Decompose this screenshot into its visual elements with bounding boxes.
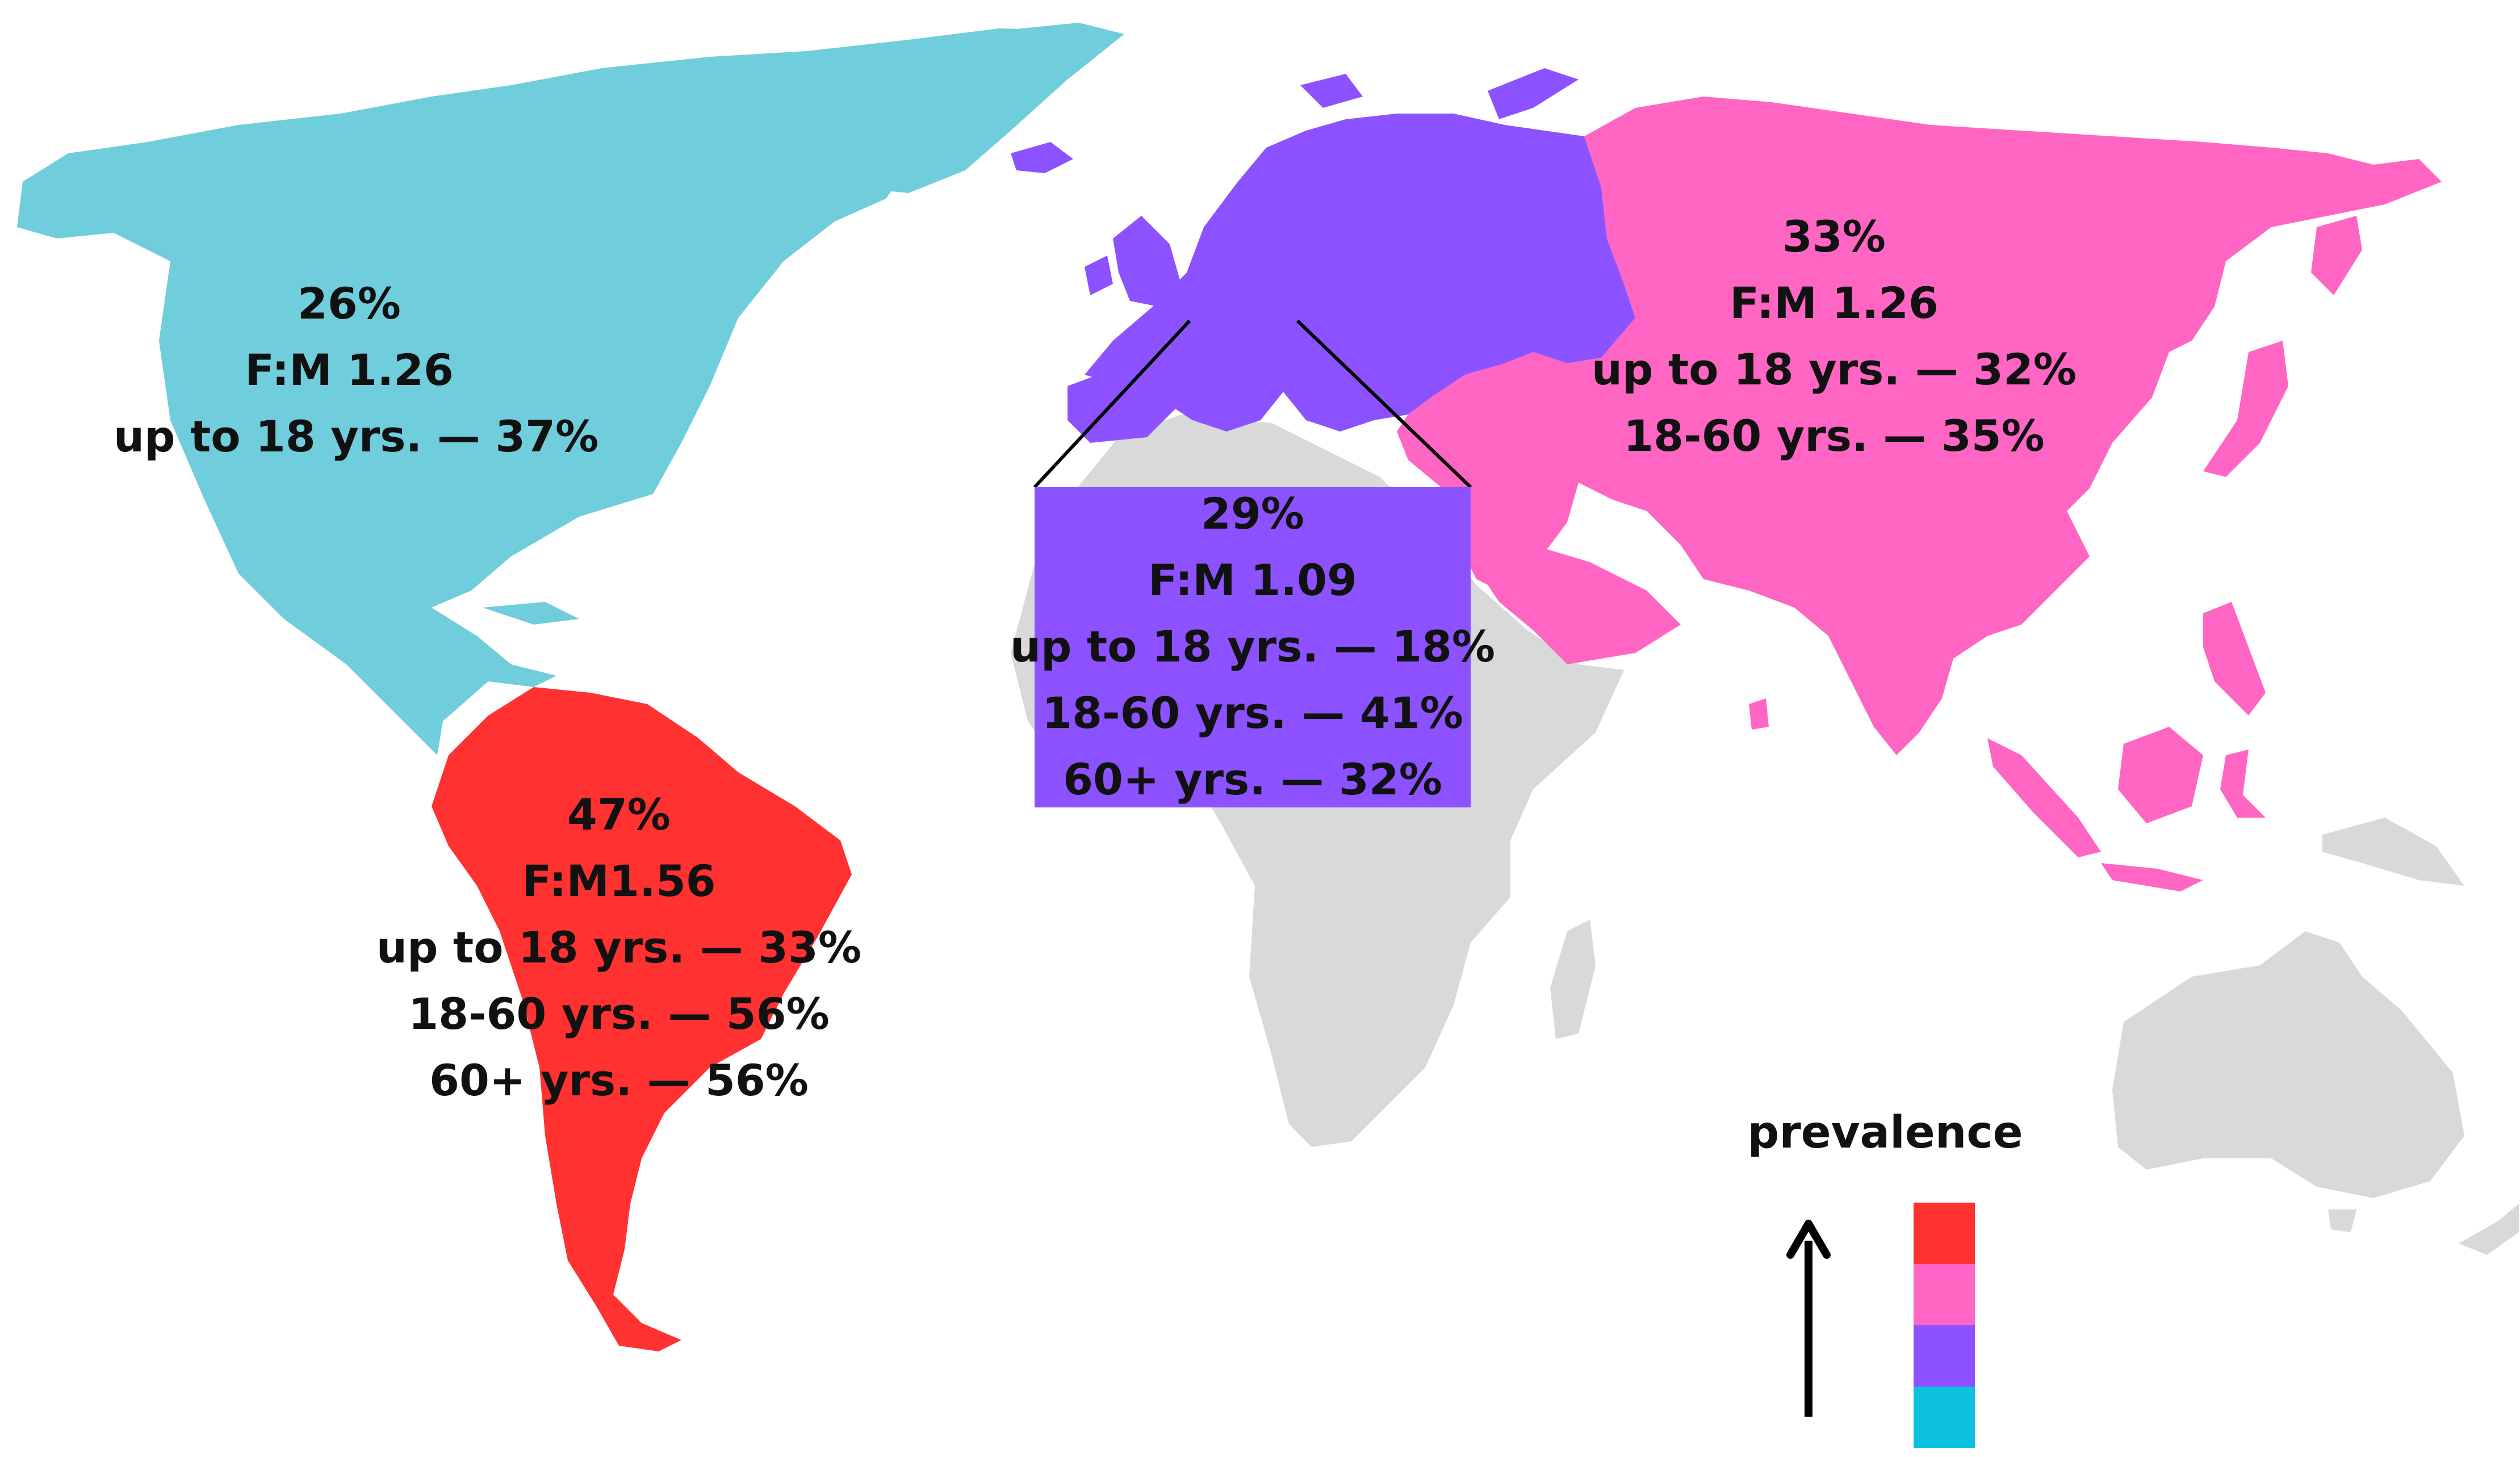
asia-label: 33% F:M 1.26 up to 18 yrs. — 32% 18-60 y… xyxy=(1579,203,2090,469)
south-america-18-60: 18-60 yrs. — 56% xyxy=(408,989,830,1039)
region-java xyxy=(2101,863,2203,891)
region-svalbard xyxy=(1300,74,1363,108)
region-ireland xyxy=(1085,256,1113,295)
region-australia xyxy=(2112,931,2464,1198)
region-new-guinea xyxy=(2322,818,2464,886)
region-greenland xyxy=(818,23,1124,193)
zoom-line-right xyxy=(1296,319,1472,489)
legend-swatch-medium xyxy=(1914,1325,1975,1387)
north-america-prevalence: 26% xyxy=(298,278,401,329)
region-south-america xyxy=(432,687,852,1351)
region-borneo xyxy=(2118,727,2203,823)
europe-label-box xyxy=(1035,487,1471,807)
asia-prevalence: 33% xyxy=(1782,211,1886,262)
region-iceland xyxy=(1011,142,1073,173)
europe-under-18: up to 18 yrs. — 18% xyxy=(1010,621,1496,672)
europe-label: 29% F:M 1.09 up to 18 yrs. — 18% 18-60 y… xyxy=(999,480,1506,813)
europe-prevalence: 29% xyxy=(1201,488,1304,539)
region-sulawesi xyxy=(2220,750,2266,818)
south-america-under-18: up to 18 yrs. — 33% xyxy=(376,922,862,973)
region-uk xyxy=(1113,216,1181,307)
europe-18-60: 18-60 yrs. — 41% xyxy=(1042,688,1463,738)
south-america-prevalence: 47% xyxy=(567,789,671,840)
legend-swatch-highest xyxy=(1914,1203,1975,1264)
south-america-label: 47% F:M1.56 up to 18 yrs. — 33% 18-60 yr… xyxy=(363,781,874,1113)
region-new-zealand xyxy=(2459,1204,2519,1255)
region-kamchatka xyxy=(2311,216,2362,295)
asia-ratio: F:M 1.26 xyxy=(1730,278,1939,328)
north-america-under-18: up to 18 yrs. — 37% xyxy=(114,411,599,462)
asia-18-60: 18-60 yrs. — 35% xyxy=(1623,411,2045,461)
region-novaya-zemlya xyxy=(1488,68,1579,119)
region-europe xyxy=(1085,114,1635,432)
europe-ratio: F:M 1.09 xyxy=(1148,555,1357,605)
asia-under-18: up to 18 yrs. — 32% xyxy=(1591,344,2077,395)
region-sumatra xyxy=(1987,738,2101,857)
region-tasmania xyxy=(2328,1209,2356,1232)
region-asia xyxy=(1397,97,2442,755)
region-madagascar xyxy=(1550,920,1596,1039)
south-america-60-plus: 60+ yrs. — 56% xyxy=(429,1055,809,1106)
region-japan xyxy=(2203,341,2288,477)
south-america-ratio: F:M1.56 xyxy=(522,856,716,906)
region-sri-lanka xyxy=(1749,698,1769,730)
region-cuba xyxy=(483,602,579,625)
legend-swatch-high xyxy=(1914,1264,1975,1325)
legend-title: prevalence xyxy=(1747,1107,2023,1158)
region-philippines xyxy=(2203,602,2266,715)
zoom-line-left xyxy=(1033,319,1191,489)
europe-60-plus: 60+ yrs. — 32% xyxy=(1063,754,1442,805)
legend-swatch-low xyxy=(1914,1387,1975,1448)
legend-arrow-head-icon xyxy=(1786,1220,1831,1259)
region-north-america xyxy=(17,28,1113,755)
region-arabia xyxy=(1476,545,1681,664)
north-america-ratio: F:M 1.26 xyxy=(245,345,454,395)
north-america-label: 26% F:M 1.26 up to 18 yrs. — 37% xyxy=(114,270,599,470)
